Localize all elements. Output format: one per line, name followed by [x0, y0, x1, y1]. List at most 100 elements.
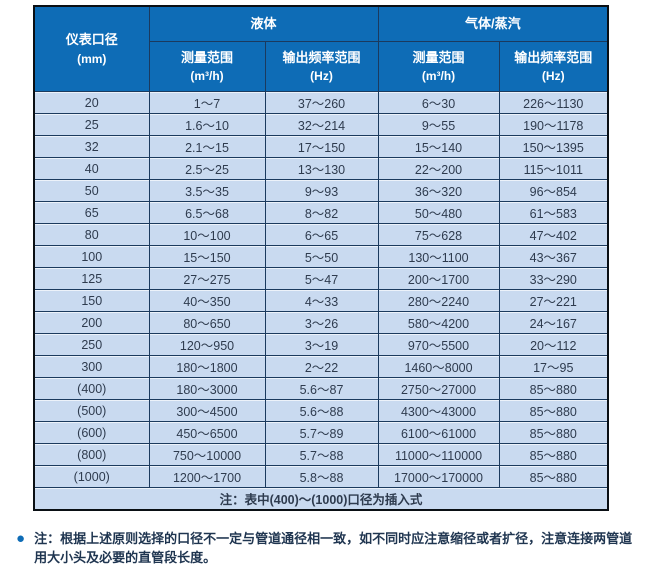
table-cell: 85～880	[498, 377, 609, 400]
table-row: 125 27～275 5～47 200～1700 33～290	[33, 267, 609, 290]
table-cell: 250	[33, 333, 150, 356]
header-group-liquid: 液体	[148, 5, 379, 42]
table-cell: 47～402	[498, 223, 609, 246]
header-gas-measure: 测量范围 (m³/h)	[377, 41, 500, 92]
table-cell: 970～5500	[377, 333, 500, 356]
table-cell: 61～583	[498, 201, 609, 224]
header-gas-freq-label: 输出频率范围	[514, 49, 593, 65]
header-liquid-measure: 测量范围 (m³/h)	[148, 41, 266, 92]
table-cell: 180～1800	[148, 355, 266, 378]
table-cell: 120～950	[148, 333, 266, 356]
table-row: 100 15～150 5～50 130～1100 43～367	[33, 245, 609, 268]
header-gas-freq: 输出频率范围 (Hz)	[498, 41, 609, 92]
header-group-gas: 气体/蒸汽	[377, 5, 609, 42]
table-cell: 15～140	[377, 135, 500, 158]
header-gas-measure-label: 测量范围	[412, 49, 465, 65]
table-cell: 80～650	[148, 311, 266, 334]
table-cell: 6～30	[377, 91, 500, 114]
table-row: 80 10～100 6～65 75～628 47～402	[33, 223, 609, 246]
table-cell: 96～854	[498, 179, 609, 202]
table-cell: 10～100	[148, 223, 266, 246]
table-cell: 2.1～15	[148, 135, 266, 158]
table-cell: 450～6500	[148, 421, 266, 444]
table-cell: 24～167	[498, 311, 609, 334]
table-cell: 5.6～87	[264, 377, 379, 400]
table-cell: 190～1178	[498, 113, 609, 136]
table-cell: 27～275	[148, 267, 266, 290]
table-cell: 3.5～35	[148, 179, 266, 202]
table-cell: 25	[33, 113, 150, 136]
bullet-icon: ●	[16, 530, 26, 547]
table-cell: 17000～170000	[377, 465, 500, 488]
table-cell: 150～1395	[498, 135, 609, 158]
table-cell: 300	[33, 355, 150, 378]
table-row: (600) 450～6500 5.7～89 6100～61000 85～880	[33, 421, 609, 444]
table-cell: 180～3000	[148, 377, 266, 400]
table-row: (800) 750～10000 5.7～88 11000～110000 85～880	[33, 443, 609, 466]
table-cell: 75～628	[377, 223, 500, 246]
table-cell: 40～350	[148, 289, 266, 312]
table-cell: 27～221	[498, 289, 609, 312]
table-cell: 1200～1700	[148, 465, 266, 488]
table-cell: 9～93	[264, 179, 379, 202]
flow-meter-spec-table: 仪表口径 (mm) 液体 气体/蒸汽 测量范围 (m³/h) 输出频率范围 (H…	[33, 5, 610, 511]
table-cell: 200～1700	[377, 267, 500, 290]
table-cell: 2.5～25	[148, 157, 266, 180]
table-cell: 100	[33, 245, 150, 268]
table-cell: 15～150	[148, 245, 266, 268]
table-cell: 85～880	[498, 399, 609, 422]
table-cell: 43～367	[498, 245, 609, 268]
table-row: (400) 180～3000 5.6～87 2750～27000 85～880	[33, 377, 609, 400]
table-cell: 5～47	[264, 267, 379, 290]
table-cell: 300～4500	[148, 399, 266, 422]
bottom-note-text: 注：根据上述原则选择的口径不一定与管道通径相一致，如不同时应注意缩径或者扩径，注…	[34, 531, 633, 565]
table-cell: 5～50	[264, 245, 379, 268]
table-cell: 20～112	[498, 333, 609, 356]
table-cell: 36～320	[377, 179, 500, 202]
table-cell: 6.5～68	[148, 201, 266, 224]
table-cell: 3～26	[264, 311, 379, 334]
table-cell: 5.8～88	[264, 465, 379, 488]
table-cell: 32	[33, 135, 150, 158]
table-row: 32 2.1～15 17～150 15～140 150～1395	[33, 135, 609, 158]
table-row: (500) 300～4500 5.6～88 4300～43000 85～880	[33, 399, 609, 422]
header-gas-measure-unit: (m³/h)	[421, 69, 456, 84]
table-row: 150 40～350 4～33 280～2240 27～221	[33, 289, 609, 312]
table-cell: (600)	[33, 421, 150, 444]
table-cell: (1000)	[33, 465, 150, 488]
table-cell: 115～1011	[498, 157, 609, 180]
spec-table-body: 20 1～7 37～260 6～30 226～1130 25 1.6～10 32～214 9～5…	[33, 91, 609, 488]
header-liquid-measure-unit: (m³/h)	[190, 69, 224, 84]
header-liquid-freq-unit: (Hz)	[310, 69, 333, 84]
table-cell: 50	[33, 179, 150, 202]
table-cell: 5.6～88	[264, 399, 379, 422]
table-row: 250 120～950 3～19 970～5500 20～112	[33, 333, 609, 356]
table-cell: 6100～61000	[377, 421, 500, 444]
table-cell: 22～200	[377, 157, 500, 180]
table-row: 25 1.6～10 32～214 9～55 190～1178	[33, 113, 609, 136]
table-row: 20 1～7 37～260 6～30 226～1130	[33, 91, 609, 114]
table-cell: 2750～27000	[377, 377, 500, 400]
bottom-note: ● 注：根据上述原则选择的口径不一定与管道通径相一致，如不同时应注意缩径或者扩径…	[16, 529, 650, 567]
table-cell: 1.6～10	[148, 113, 266, 136]
table-cell: 3～19	[264, 333, 379, 356]
table-cell: 125	[33, 267, 150, 290]
table-cell: (500)	[33, 399, 150, 422]
table-cell: 32～214	[264, 113, 379, 136]
table-row: 300 180～1800 2～22 1460～8000 17～95	[33, 355, 609, 378]
table-cell: 226～1130	[498, 91, 609, 114]
table-cell: 1460～8000	[377, 355, 500, 378]
table-footnote: 注：表中(400)～(1000)口径为插入式	[33, 487, 609, 511]
table-cell: 85～880	[498, 443, 609, 466]
table-row: (1000) 1200～1700 5.8～88 17000～170000 85～880	[33, 465, 609, 488]
table-cell: 33～290	[498, 267, 609, 290]
header-liquid-measure-label: 测量范围	[180, 49, 233, 65]
table-cell: 80	[33, 223, 150, 246]
table-cell: 5.7～89	[264, 421, 379, 444]
table-cell: (400)	[33, 377, 150, 400]
table-cell: 40	[33, 157, 150, 180]
table-cell: 85～880	[498, 465, 609, 488]
table-cell: 1～7	[148, 91, 266, 114]
table-cell: 280～2240	[377, 289, 500, 312]
